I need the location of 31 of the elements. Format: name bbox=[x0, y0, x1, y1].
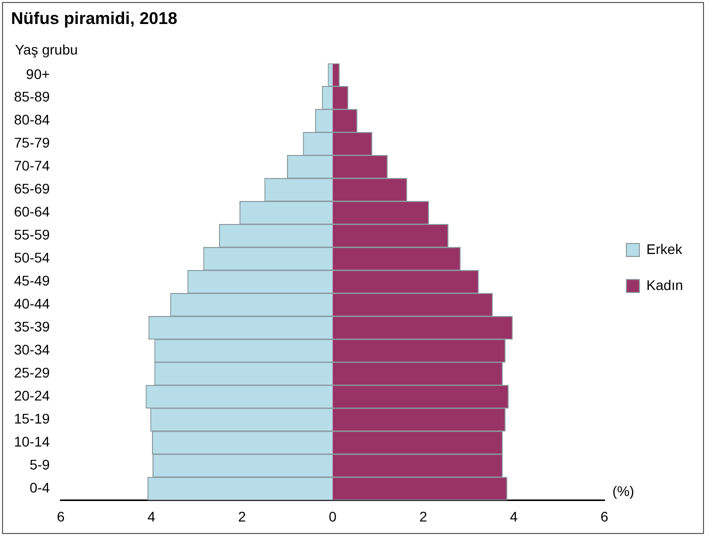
y-tick-label: 70-74 bbox=[14, 158, 50, 174]
y-tick-label: 55-59 bbox=[14, 226, 50, 243]
y-tick-label: 60-64 bbox=[14, 204, 50, 220]
x-tick-label: 2 bbox=[419, 508, 428, 524]
y-tick-label: 30-34 bbox=[14, 342, 50, 358]
legend-label: Kadın bbox=[646, 276, 684, 293]
y-tick-label: 50-54 bbox=[14, 250, 50, 266]
y-tick-label: 45-49 bbox=[14, 272, 50, 289]
x-tick-label: 0 bbox=[328, 508, 337, 524]
x-tick-label: 4 bbox=[510, 508, 518, 524]
y-tick-label: 40-44 bbox=[14, 296, 50, 312]
x-axis-title: (%) bbox=[612, 483, 634, 500]
x-tick-label: 6 bbox=[600, 508, 609, 524]
y-tick-label: 15-19 bbox=[14, 410, 50, 427]
legend-label: Erkek bbox=[646, 240, 684, 257]
y-tick-label: 25-29 bbox=[14, 364, 50, 381]
x-tick-label: 6 bbox=[56, 508, 65, 524]
y-tick-label: 5-9 bbox=[30, 456, 50, 473]
y-tick-label: 20-24 bbox=[14, 388, 50, 404]
y-tick-label: 10-14 bbox=[14, 434, 50, 450]
x-tick-label: 4 bbox=[148, 508, 156, 524]
y-tick-label: 65-69 bbox=[14, 180, 50, 197]
y-tick-label: 0-4 bbox=[30, 480, 50, 496]
chart-title: Nüfus piramidi, 2018 bbox=[11, 8, 178, 28]
y-tick-label: 75-79 bbox=[14, 134, 50, 151]
y-tick-label: 85-89 bbox=[14, 88, 50, 105]
y-tick-label: 90+ bbox=[26, 66, 50, 82]
x-tick-label: 2 bbox=[238, 508, 246, 524]
y-axis-title: Yaş grubu bbox=[15, 41, 78, 58]
y-tick-label: 80-84 bbox=[14, 112, 50, 128]
y-tick-label: 35-39 bbox=[14, 318, 50, 335]
